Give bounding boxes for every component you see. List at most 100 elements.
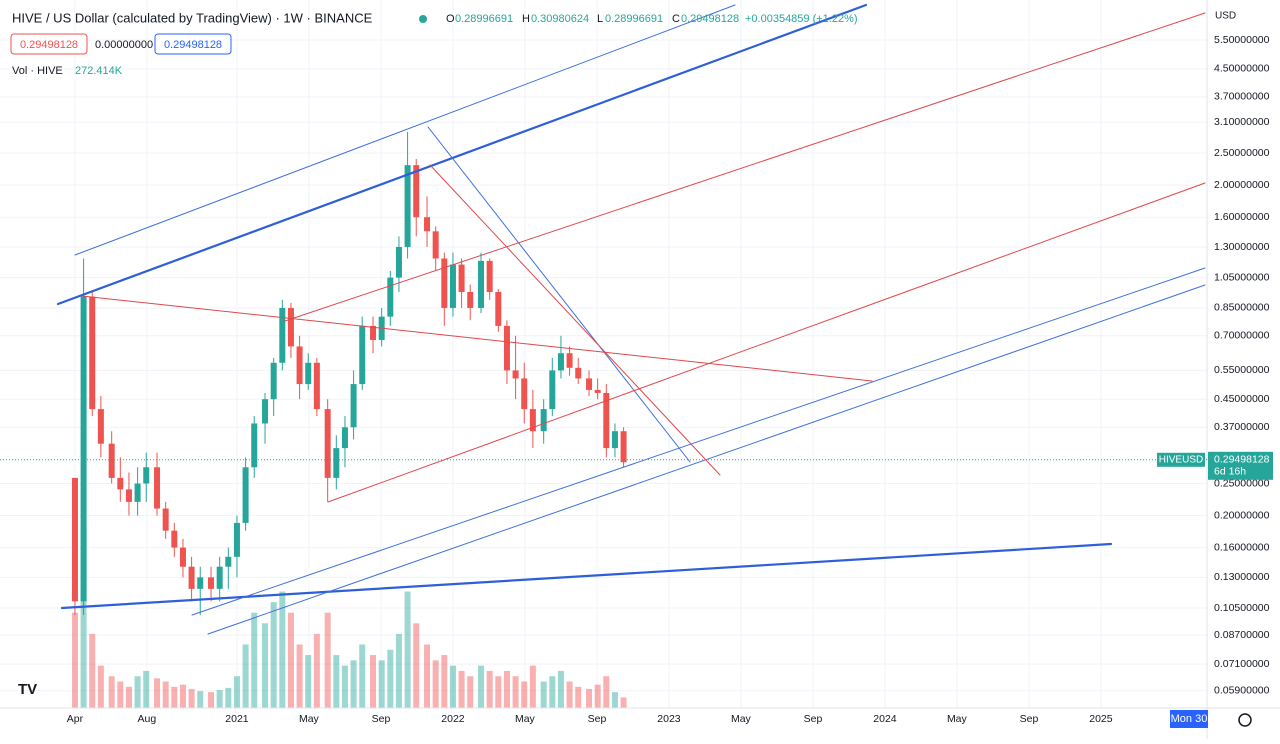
- volume-bar: [262, 623, 269, 708]
- volume-bar: [458, 670, 465, 708]
- candle-body: [154, 467, 161, 509]
- x-tick-label: Sep: [588, 713, 607, 725]
- trendline: [81, 295, 873, 382]
- volume-bar: [197, 691, 204, 708]
- volume-bar: [80, 528, 87, 708]
- buy-price[interactable]: 0.29498128: [164, 39, 222, 51]
- x-tick-label: May: [731, 713, 752, 725]
- candle-body: [242, 467, 249, 523]
- candle-body: [333, 448, 340, 478]
- sell-button[interactable]: [10, 33, 88, 55]
- candle-body: [117, 477, 124, 490]
- volume-bar: [359, 644, 366, 708]
- candle-body: [495, 291, 502, 326]
- candle-body: [305, 362, 312, 385]
- ohlc-value: 0.28996691: [455, 13, 513, 25]
- candle-body: [521, 378, 528, 410]
- candle-body: [413, 165, 420, 218]
- volume-bar: [404, 591, 411, 708]
- candle-body: [179, 547, 186, 567]
- volume-bar: [89, 633, 96, 708]
- candle-body: [566, 353, 573, 368]
- x-tick-label: 2024: [873, 713, 897, 725]
- candle-body: [97, 409, 104, 444]
- axes: 5.50000000 4.50000000 3.70000000 3.10000000…: [67, 34, 1270, 725]
- y-tick-label: 0.07100000: [1214, 658, 1270, 670]
- volume-bar: [313, 633, 320, 708]
- candle-body: [89, 296, 96, 410]
- volume-bar: [378, 660, 385, 708]
- candle-body: [341, 427, 348, 449]
- candle-body: [279, 307, 286, 363]
- ohlc-value: 0.29498128: [681, 13, 739, 25]
- trendline: [191, 267, 1206, 616]
- y-tick-label: 2.00000000: [1214, 179, 1270, 191]
- settings[interactable]: [1238, 713, 1252, 727]
- candle-body: [549, 370, 556, 410]
- candle-body: [225, 556, 232, 567]
- y-tick-label: 0.37000000: [1214, 421, 1270, 433]
- volume-bar: [341, 665, 348, 708]
- candle-body: [432, 231, 439, 259]
- x-tick-label: Sep: [1020, 713, 1039, 725]
- volume-bar: [296, 644, 303, 708]
- y-tick-label: 0.55000000: [1214, 364, 1270, 376]
- currency[interactable]: USD: [1215, 11, 1236, 22]
- candle-body: [287, 307, 294, 347]
- candle-body: [313, 362, 320, 410]
- price-tag: [1208, 451, 1273, 480]
- volume-bar: [208, 692, 215, 708]
- volume-bar: [154, 678, 161, 708]
- volume-bar: [620, 697, 627, 708]
- y-tick-label: 4.50000000: [1214, 63, 1270, 75]
- y-tick-label: 0.16000000: [1214, 541, 1270, 553]
- candle-body: [134, 483, 141, 502]
- volume-bar: [478, 665, 485, 708]
- volume-bar: [529, 665, 536, 708]
- volume-bar: [549, 676, 556, 708]
- volume-bar: [117, 681, 124, 708]
- candle-body: [80, 296, 87, 602]
- change: +0.00354859 (+1.22%): [745, 13, 858, 25]
- volume-bar: [125, 686, 132, 708]
- candle-body: [603, 392, 610, 449]
- volume-bar: [233, 676, 240, 708]
- cursor-date-box: [1170, 710, 1208, 728]
- x-tick-label: Apr: [67, 713, 84, 725]
- x-tick-label: Sep: [372, 713, 391, 725]
- buy-button[interactable]: [154, 33, 232, 55]
- volume-bar: [134, 676, 141, 708]
- spread: 0.00000000: [95, 39, 153, 51]
- y-tick-label: 0.05900000: [1214, 684, 1270, 696]
- legend: HIVE / US Dollar (calculated by TradingV…: [10, 10, 858, 77]
- market-status: [419, 15, 427, 23]
- volume-bar: [242, 644, 249, 708]
- candle-body: [108, 443, 115, 478]
- y-tick-label: 0.25000000: [1214, 477, 1270, 489]
- trendline: [207, 284, 1206, 635]
- y-tick-label: 0.45000000: [1214, 393, 1270, 405]
- x-tick-label: May: [299, 713, 320, 725]
- ohlc-value: 0.28996691: [605, 13, 663, 25]
- trendline: [427, 126, 691, 463]
- volume-bar: [279, 591, 286, 708]
- logo[interactable]: TV: [18, 681, 37, 698]
- y-tick-label: 5.50000000: [1214, 34, 1270, 46]
- volume-bar: [395, 633, 402, 708]
- volume-bar: [611, 692, 618, 708]
- y-tick-label: 1.60000000: [1214, 211, 1270, 223]
- sell-price[interactable]: 0.29498128: [20, 39, 78, 51]
- trendline: [429, 164, 721, 476]
- volume-bar: [350, 660, 357, 708]
- volume-bar: [449, 665, 456, 708]
- candle-body: [296, 346, 303, 385]
- candle-body: [216, 566, 223, 589]
- candle-body: [197, 577, 204, 589]
- candle-body: [467, 291, 474, 308]
- candle-body: [125, 489, 132, 502]
- volume-bar: [324, 612, 331, 708]
- volume-bar: [495, 676, 502, 708]
- volume-bar: [171, 686, 178, 708]
- x-tick-label: 2023: [657, 713, 681, 725]
